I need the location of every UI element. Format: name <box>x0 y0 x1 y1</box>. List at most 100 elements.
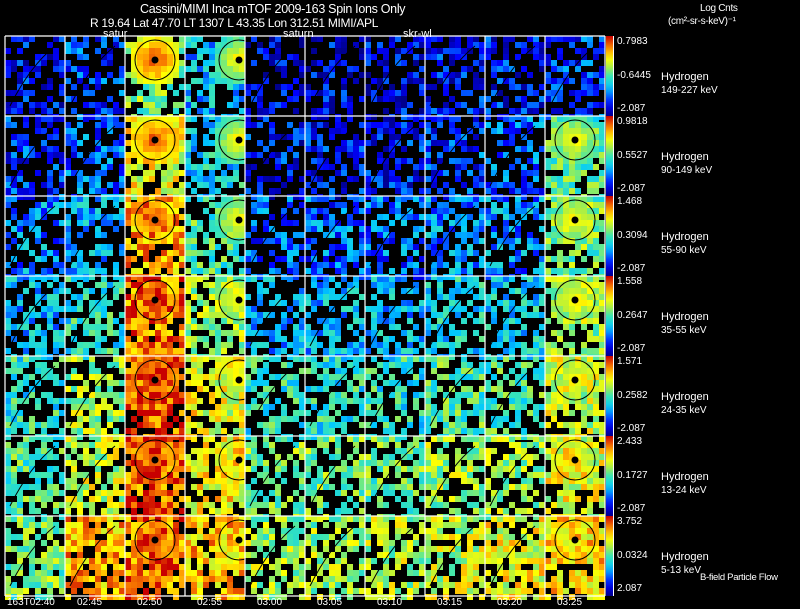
pixel <box>371 410 377 416</box>
pixel <box>197 422 203 428</box>
pixel <box>35 288 41 294</box>
pixel <box>479 306 485 312</box>
pixel <box>527 232 533 238</box>
pixel <box>587 380 593 386</box>
pixel <box>287 176 293 182</box>
pixel <box>71 66 77 72</box>
pixel <box>401 188 407 194</box>
pixel <box>551 108 557 114</box>
pixel <box>17 134 23 140</box>
pixel <box>359 436 365 442</box>
pixel <box>539 392 545 398</box>
pixel <box>557 368 563 374</box>
pixel <box>41 368 47 374</box>
pixel <box>233 220 239 226</box>
pixel <box>551 164 557 170</box>
pixel <box>317 282 323 288</box>
pixel <box>485 36 491 42</box>
pixel <box>593 90 599 96</box>
pixel <box>281 436 287 442</box>
pixel <box>209 374 215 380</box>
pixel <box>275 66 281 72</box>
pixel <box>533 48 539 54</box>
pixel <box>59 262 65 268</box>
pixel <box>11 158 17 164</box>
pixel <box>131 496 137 502</box>
pixel <box>401 108 407 114</box>
pixel <box>137 472 143 478</box>
pixel <box>245 496 251 502</box>
pixel <box>143 208 149 214</box>
pixel <box>95 176 101 182</box>
pixel <box>137 208 143 214</box>
image-cell <box>425 356 485 440</box>
pixel <box>389 122 395 128</box>
contour-line <box>309 365 356 427</box>
pixel <box>215 300 221 306</box>
pixel <box>131 122 137 128</box>
pixel <box>587 208 593 214</box>
pixel <box>599 66 605 72</box>
pixel <box>341 416 347 422</box>
pixel <box>17 36 23 42</box>
pixel <box>359 318 365 324</box>
pixel <box>491 398 497 404</box>
pixel <box>479 84 485 90</box>
pixel <box>233 232 239 238</box>
pixel <box>215 466 221 472</box>
pixel <box>425 294 431 300</box>
pixel <box>215 66 221 72</box>
pixel <box>569 362 575 368</box>
pixel <box>227 386 233 392</box>
pixel <box>137 268 143 274</box>
pixel <box>65 244 71 250</box>
pixel <box>371 356 377 362</box>
pixel <box>557 48 563 54</box>
pixel <box>65 442 71 448</box>
pixel <box>95 306 101 312</box>
pixel <box>161 386 167 392</box>
pixel <box>167 78 173 84</box>
pixel <box>413 356 419 362</box>
pixel <box>527 188 533 194</box>
pixel <box>293 194 299 200</box>
pixel <box>53 454 59 460</box>
pixel <box>113 342 119 348</box>
pixel <box>113 122 119 128</box>
pixel <box>239 356 245 362</box>
pixel <box>17 48 23 54</box>
pixel <box>161 288 167 294</box>
pixel <box>221 342 227 348</box>
pixel <box>443 274 449 280</box>
pixel <box>317 274 323 280</box>
pixel <box>329 134 335 140</box>
pixel <box>467 66 473 72</box>
pixel <box>317 416 323 422</box>
pixel <box>77 472 83 478</box>
pixel <box>323 220 329 226</box>
pixel <box>485 404 491 410</box>
pixel <box>137 306 143 312</box>
pixel <box>113 330 119 336</box>
pixel <box>515 416 521 422</box>
pixel <box>185 96 191 102</box>
pixel <box>161 196 167 202</box>
pixel <box>239 300 245 306</box>
pixel <box>377 288 383 294</box>
pixel <box>65 226 71 232</box>
pixel <box>191 466 197 472</box>
pixel <box>149 442 155 448</box>
pixel <box>563 342 569 348</box>
saturn-marker <box>571 216 579 224</box>
pixel <box>491 188 497 194</box>
pixel <box>503 348 509 354</box>
pixel <box>185 102 191 108</box>
pixel <box>521 288 527 294</box>
pixel <box>209 84 215 90</box>
pixel <box>485 114 491 120</box>
pixel <box>569 318 575 324</box>
pixel <box>305 238 311 244</box>
pixel <box>575 90 581 96</box>
pixel <box>131 508 137 514</box>
pixel <box>473 78 479 84</box>
